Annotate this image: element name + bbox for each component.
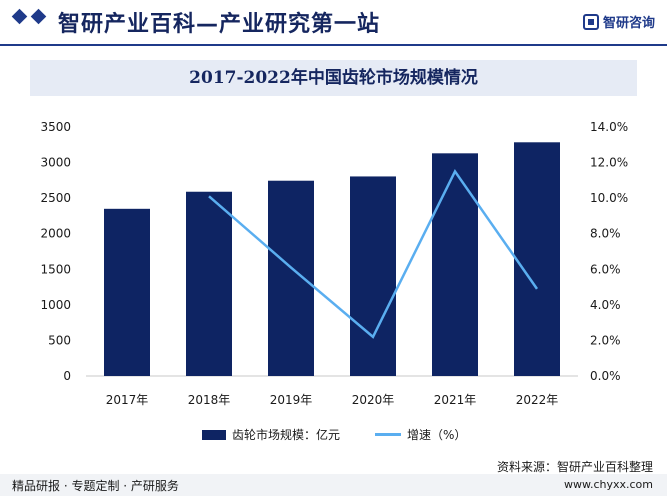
y-right-tick-label: 6.0% xyxy=(590,262,621,276)
chart-legend: 齿轮市场规模：亿元 增速（%） xyxy=(0,426,667,444)
y-right-tick-label: 8.0% xyxy=(590,227,621,241)
legend-item-line: 增速（%） xyxy=(375,426,466,443)
y-left-tick-label: 0 xyxy=(63,369,71,383)
brand-logo-icon xyxy=(582,13,599,30)
page-header: 智研产业百科—产业研究第一站 智研咨询 xyxy=(0,0,667,44)
x-tick-label: 2021年 xyxy=(434,393,477,407)
y-right-tick-label: 2.0% xyxy=(590,333,621,347)
growth-line xyxy=(208,169,539,339)
x-tick-label: 2019年 xyxy=(270,393,313,407)
legend-swatch-bar xyxy=(202,429,226,440)
bar xyxy=(432,153,478,376)
legend-item-bar: 齿轮市场规模：亿元 xyxy=(202,426,340,443)
y-left-tick-label: 2500 xyxy=(40,191,71,205)
bar xyxy=(350,176,396,376)
x-tick-label: 2017年 xyxy=(106,393,149,407)
bar xyxy=(104,208,150,376)
chart-title: 2017-2022年中国齿轮市场规模情况 xyxy=(189,68,478,88)
header-divider xyxy=(0,44,667,46)
bar xyxy=(514,142,560,376)
y-left-tick-label: 3000 xyxy=(40,156,71,170)
x-tick-label: 2022年 xyxy=(516,393,559,407)
legend-label-bar: 齿轮市场规模：亿元 xyxy=(232,428,341,442)
footer-services: 精品研报 · 专题定制 · 产研服务 xyxy=(12,479,179,493)
y-right-tick-label: 0.0% xyxy=(590,369,621,383)
site-url: www.chyxx.com xyxy=(563,478,653,491)
y-left-tick-label: 500 xyxy=(48,333,71,347)
brand-block: 智研咨询 xyxy=(582,12,655,31)
y-right-tick-label: 10.0% xyxy=(590,191,628,205)
brand-name: 智研咨询 xyxy=(602,16,655,31)
y-left-tick-label: 1500 xyxy=(40,262,71,276)
y-right-tick-label: 4.0% xyxy=(590,298,621,312)
bar xyxy=(268,180,314,376)
legend-label-line: 增速（%） xyxy=(407,428,467,442)
x-tick-label: 2018年 xyxy=(188,393,231,407)
x-tick-label: 2020年 xyxy=(352,393,395,407)
data-source: 资料来源：智研产业百科整理 xyxy=(496,460,653,474)
footer-bar xyxy=(0,474,667,496)
y-right-tick-label: 12.0% xyxy=(590,156,628,170)
chart-title-bar: 2017-2022年中国齿轮市场规模情况 xyxy=(30,60,637,96)
legend-swatch-line xyxy=(375,433,401,436)
y-left-tick-label: 2000 xyxy=(40,227,71,241)
y-left-tick-label: 1000 xyxy=(40,298,71,312)
site-title: 智研产业百科—产业研究第一站 xyxy=(58,12,381,37)
y-left-tick-label: 3500 xyxy=(40,120,71,134)
bar xyxy=(186,191,232,376)
y-right-tick-label: 14.0% xyxy=(590,120,628,134)
